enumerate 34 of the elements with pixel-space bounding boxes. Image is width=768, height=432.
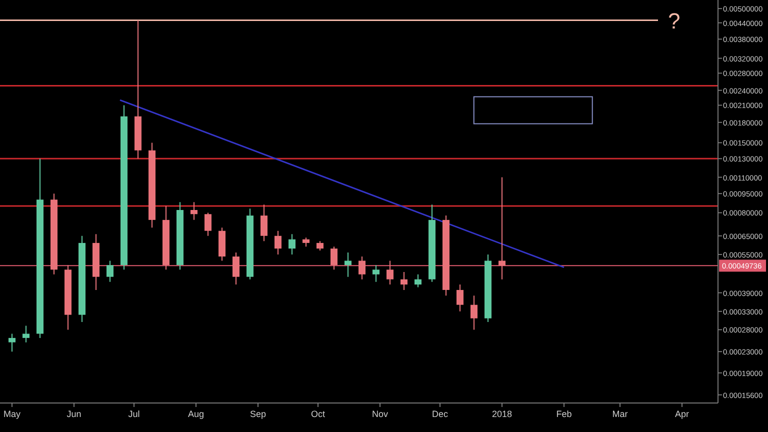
x-tick-label: Feb: [556, 409, 572, 419]
candlestick: [498, 176, 506, 280]
x-tick-label: Jun: [66, 409, 82, 419]
candlestick: [358, 256, 366, 280]
candlestick: [190, 202, 198, 220]
candlestick: [372, 264, 380, 282]
candlestick: [330, 246, 338, 270]
x-tick-label: Sep: [250, 409, 266, 419]
x-tick-label: Jul: [128, 409, 140, 419]
x-tick-label: Apr: [674, 409, 690, 419]
x-tick-label: May: [3, 409, 21, 419]
candlestick: [400, 271, 408, 290]
x-tick-label: Dec: [432, 409, 448, 419]
candlestick: [302, 237, 310, 248]
x-tick-label: Mar: [612, 409, 628, 419]
candlestick: [456, 284, 464, 312]
candlestick: [386, 260, 394, 286]
x-tick-label: Aug: [188, 409, 204, 419]
candlestick: [22, 325, 30, 343]
candlestick: [106, 260, 114, 282]
candlestick: [316, 240, 324, 251]
candlestick: [344, 252, 352, 278]
candlestick: [232, 252, 240, 286]
ref-line-label: ?: [668, 8, 680, 34]
candlestick: [414, 274, 422, 288]
x-tick-label: Nov: [372, 409, 388, 419]
candlestick: [470, 295, 478, 330]
candlestick: [204, 212, 212, 236]
candlestick: [8, 333, 16, 352]
candlestick: [260, 204, 268, 242]
candlestick: [274, 230, 282, 255]
x-tick-label: 2018: [492, 409, 512, 419]
candlestick: [288, 234, 296, 255]
x-tick-label: Oct: [310, 409, 326, 419]
